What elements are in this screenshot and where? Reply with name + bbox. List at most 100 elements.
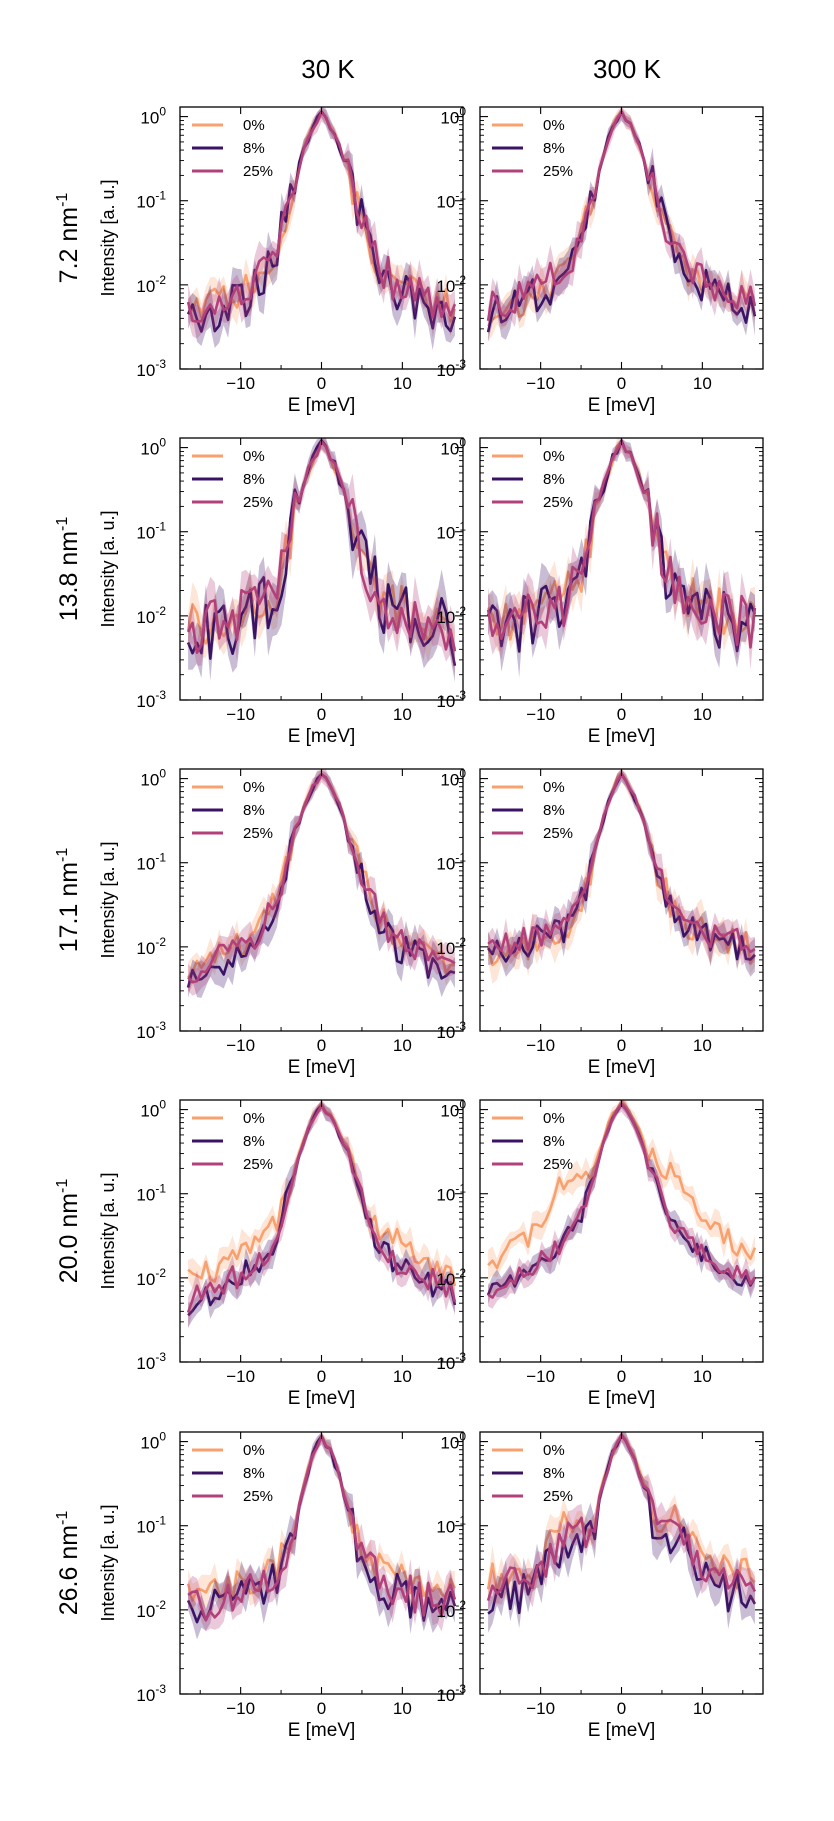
legend-label: 0% <box>243 448 265 465</box>
x-axis-label: E [meV] <box>288 1057 356 1078</box>
x-tick-label: 0 <box>317 705 326 724</box>
legend-label: 0% <box>543 1110 565 1127</box>
legend-label: 8% <box>543 802 565 819</box>
row-label-q: 26.6 nm-1 <box>54 1511 83 1616</box>
x-tick-label: −10 <box>526 1699 555 1718</box>
x-tick-label: 10 <box>693 705 712 724</box>
legend: 0% 8% 25% <box>492 1110 573 1173</box>
legend-label: 8% <box>243 471 265 488</box>
x-axis-label: E [meV] <box>288 1720 356 1741</box>
error-band-0pct <box>488 1100 755 1281</box>
x-tick-label: 10 <box>393 1367 412 1386</box>
x-tick-label: 0 <box>617 1699 626 1718</box>
plot-area <box>486 1100 757 1309</box>
error-band-0pct <box>188 769 455 993</box>
error-band-25pct <box>188 1101 455 1329</box>
y-tick-label: 10-1 <box>136 189 166 212</box>
y-tick-label: 10-1 <box>136 851 166 874</box>
y-tick-label: 10-1 <box>436 189 466 212</box>
legend-label: 25% <box>243 163 273 180</box>
error-band-8pct <box>488 1432 755 1633</box>
legend-label: 0% <box>543 779 565 796</box>
plot-area <box>186 1432 457 1640</box>
x-tick-label: 0 <box>317 1367 326 1386</box>
legend-label: 0% <box>543 117 565 134</box>
legend-label: 0% <box>243 1442 265 1459</box>
y-tick-label: 10-3 <box>436 1350 466 1373</box>
error-band-25pct <box>488 438 755 670</box>
y-tick-label: 100 <box>140 105 166 128</box>
x-tick-label: 10 <box>693 1367 712 1386</box>
y-tick-label: 100 <box>140 1098 166 1121</box>
y-axis-label: Intensity [a. u.] <box>98 1504 118 1621</box>
x-axis-label: E [meV] <box>288 1388 356 1409</box>
error-band-25pct <box>488 107 755 334</box>
legend-label: 8% <box>243 1133 265 1150</box>
legend: 0% 8% 25% <box>492 117 573 180</box>
x-axis-label: E [meV] <box>588 395 656 416</box>
x-tick-label: −10 <box>226 374 255 393</box>
x-tick-label: 0 <box>617 1036 626 1055</box>
legend-label: 8% <box>243 802 265 819</box>
y-tick-label: 10-1 <box>436 1514 466 1537</box>
column-title-30k: 30 K <box>301 54 355 84</box>
error-band-25pct <box>488 1100 755 1309</box>
x-axis-label: E [meV] <box>588 1388 656 1409</box>
y-tick-label: 10-3 <box>136 688 166 711</box>
x-tick-label: 0 <box>617 705 626 724</box>
legend-label: 0% <box>543 1442 565 1459</box>
axes-frame <box>179 437 464 701</box>
row-label-q: 20.0 nm-1 <box>54 1179 83 1284</box>
legend: 0% 8% 25% <box>192 779 273 842</box>
y-tick-label: 100 <box>140 767 166 790</box>
y-tick-label: 10-2 <box>436 273 466 296</box>
legend-label: 8% <box>243 140 265 157</box>
x-tick-label: −10 <box>526 374 555 393</box>
error-band-25pct <box>488 769 755 966</box>
y-tick-label: 10-1 <box>136 1514 166 1537</box>
panel-7.2-30k: −10 0 10 E [meV] 10-3 10-2 10-1 100 Intensity [a… <box>54 105 464 416</box>
x-tick-label: 10 <box>393 1036 412 1055</box>
error-band-8pct <box>188 770 455 998</box>
axes-frame <box>179 1431 464 1695</box>
y-tick-label: 10-3 <box>436 357 466 380</box>
x-axis-label: E [meV] <box>288 395 356 416</box>
x-axis-label: E [meV] <box>588 1057 656 1078</box>
series-line-0pct <box>487 1100 757 1270</box>
x-axis-label: E [meV] <box>588 1720 656 1741</box>
y-tick-label: 100 <box>140 436 166 459</box>
y-tick-label: 10-2 <box>136 604 166 627</box>
error-band-8pct <box>488 438 755 678</box>
x-tick-label: 0 <box>617 374 626 393</box>
plot-area <box>186 769 456 998</box>
x-tick-label: −10 <box>226 1699 255 1718</box>
y-tick-label: 10-2 <box>436 604 466 627</box>
x-tick-label: 0 <box>317 1699 326 1718</box>
axes-frame <box>479 768 764 1032</box>
plot-area <box>486 769 757 984</box>
x-tick-label: −10 <box>526 1367 555 1386</box>
y-tick-label: 10-1 <box>436 851 466 874</box>
y-tick-label: 10-3 <box>436 688 466 711</box>
legend-label: 25% <box>543 825 573 842</box>
legend-label: 25% <box>543 1156 573 1173</box>
legend: 0% 8% 25% <box>492 779 573 842</box>
legend: 0% 8% 25% <box>192 1442 273 1505</box>
y-tick-label: 10-1 <box>136 520 166 543</box>
plot-area <box>186 438 457 683</box>
y-axis-label: Intensity [a. u.] <box>98 510 118 627</box>
legend-label: 25% <box>543 1488 573 1505</box>
x-tick-label: −10 <box>226 705 255 724</box>
error-band-0pct <box>188 1432 455 1618</box>
error-band-8pct <box>188 1100 455 1328</box>
y-tick-label: 10-2 <box>436 1598 466 1621</box>
y-tick-label: 10-3 <box>436 1019 466 1042</box>
error-band-25pct <box>188 1432 455 1632</box>
panel-17.1-30k: −10 0 10 E [meV] 10-3 10-2 10-1 100 Intensity [a… <box>54 767 464 1078</box>
y-tick-label: 10-2 <box>136 935 166 958</box>
error-band-25pct <box>488 1432 755 1611</box>
axes-frame <box>479 106 764 370</box>
